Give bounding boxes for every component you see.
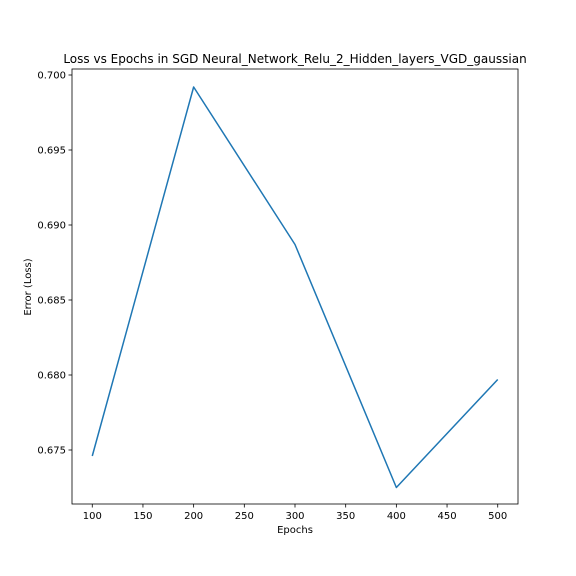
y-tick-label: 0.695 [37, 146, 66, 157]
chart-title: Loss vs Epochs in SGD Neural_Network_Rel… [63, 52, 526, 66]
x-axis-title: Epochs [277, 525, 313, 536]
x-tick-label: 500 [488, 511, 507, 522]
x-tick-label: 350 [336, 511, 355, 522]
x-tick-label: 400 [387, 511, 406, 522]
x-axis: 100 150 200 250 300 350 400 450 500 [83, 504, 507, 522]
y-tick-label: 0.690 [37, 221, 66, 232]
series-line [91, 86, 499, 489]
x-tick-label: 150 [133, 511, 152, 522]
x-tick-label: 100 [83, 511, 102, 522]
y-tick-label: 0.675 [37, 446, 66, 457]
y-axis: 0.675 0.680 0.685 0.690 0.695 0.700 [37, 71, 72, 457]
y-tick-label: 0.700 [37, 71, 66, 82]
x-tick-label: 450 [437, 511, 456, 522]
x-tick-label: 300 [285, 511, 304, 522]
series-layer [91, 86, 499, 489]
y-axis-title: Error (Loss) [23, 258, 34, 315]
x-tick-label: 200 [184, 511, 203, 522]
y-tick-label: 0.685 [37, 296, 66, 307]
x-tick-label: 250 [235, 511, 254, 522]
y-tick-label: 0.680 [37, 371, 66, 382]
